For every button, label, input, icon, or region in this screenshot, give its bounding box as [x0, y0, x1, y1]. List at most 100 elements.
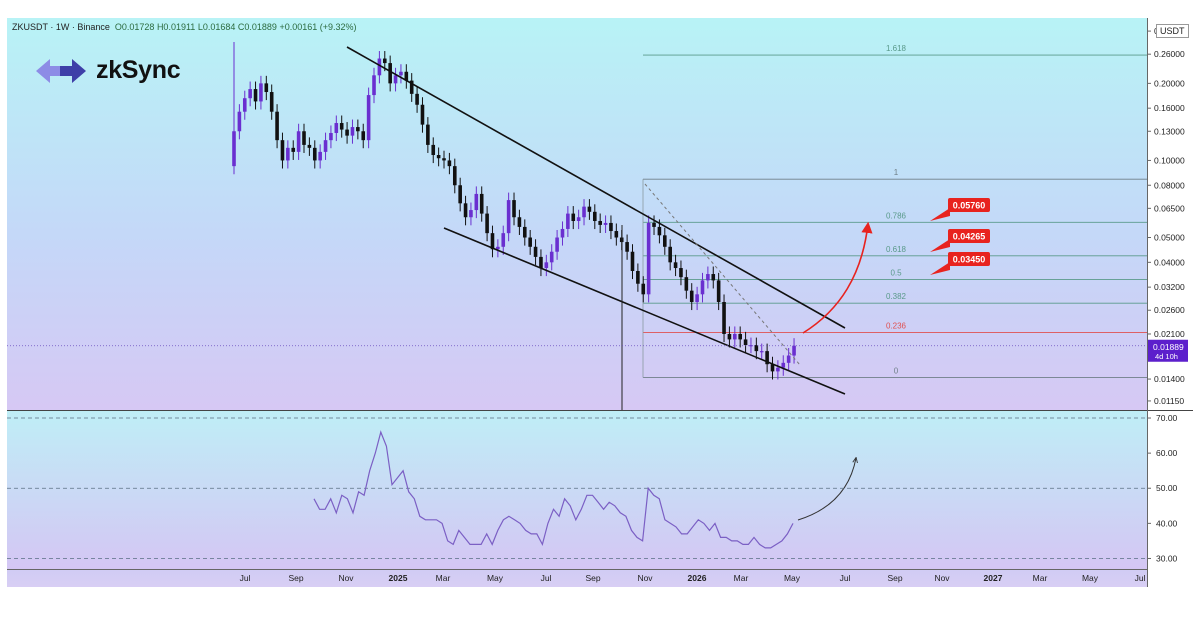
candle-body	[442, 158, 446, 161]
candle-body	[652, 222, 656, 227]
candle-body	[711, 274, 716, 281]
candle-body	[786, 355, 791, 363]
fib-level-label: 0.618	[886, 245, 907, 254]
time-tick-label: Jul	[240, 573, 251, 583]
candle-body	[689, 290, 694, 302]
rsi-tick-label: 60.00	[1156, 448, 1178, 458]
unit-label: USDT	[1156, 24, 1189, 38]
rsi-tick-label: 40.00	[1156, 518, 1178, 528]
candle-body	[436, 155, 441, 159]
symbol-name[interactable]: ZKUSDT · 1W · Binance	[12, 22, 110, 32]
time-tick-label: Mar	[734, 573, 749, 583]
fib-level-label: 0.382	[886, 292, 907, 301]
candle-body	[280, 140, 285, 161]
candle-body	[743, 339, 748, 346]
candle-body	[339, 123, 344, 130]
candle-body	[603, 222, 608, 225]
candle-body	[646, 222, 651, 295]
target-price-label: 0.03450	[953, 255, 986, 265]
zksync-arrows-icon	[36, 58, 86, 83]
candle-body	[458, 185, 462, 204]
price-axis-bg	[1147, 18, 1193, 587]
candle-body	[754, 345, 759, 352]
candle-body	[663, 235, 667, 247]
price-pane	[7, 18, 1147, 410]
time-tick-label: Nov	[934, 573, 950, 583]
price-tick-label: 0.04000	[1154, 257, 1185, 267]
fib-level-label: 0.5	[890, 268, 902, 277]
candle-body	[522, 226, 527, 238]
candle-body	[431, 144, 436, 156]
candle-body	[549, 251, 554, 263]
breakout-arrow	[802, 221, 873, 334]
target-label-pointer	[930, 208, 950, 221]
candle-body	[356, 127, 360, 132]
current-price-value: 0.01889	[1153, 342, 1184, 352]
fib-level-label: 0.786	[886, 211, 907, 220]
target-label-pointer	[930, 262, 950, 275]
candle-body	[684, 277, 689, 291]
time-tick-label: May	[487, 573, 504, 583]
price-tick-label: 0.05000	[1154, 233, 1185, 243]
candle-body	[722, 301, 726, 334]
candle-body	[544, 262, 549, 269]
candle-body	[501, 233, 506, 247]
price-tick-label: 0.20000	[1154, 78, 1185, 88]
candle-body	[237, 111, 242, 132]
candle-body	[474, 193, 479, 211]
candle-body	[506, 200, 511, 234]
channel-lower-line	[443, 227, 846, 395]
time-tick-label: Mar	[436, 573, 451, 583]
candle-body	[463, 203, 468, 218]
candle-body	[286, 147, 290, 161]
candle-body	[716, 280, 721, 302]
candle-body	[733, 333, 737, 340]
price-tick-label: 0.16000	[1154, 103, 1185, 113]
candle-body	[560, 228, 565, 238]
candle-body	[366, 95, 371, 141]
candle-body	[759, 351, 764, 353]
price-tick-label: 0.26000	[1154, 49, 1185, 59]
time-tick-label: 2026	[688, 573, 707, 583]
price-tick-label: 0.02600	[1154, 305, 1185, 315]
price-tick-label: 0.08000	[1154, 180, 1185, 190]
candle-body	[490, 233, 495, 250]
candle-body	[673, 262, 678, 269]
candle-body	[625, 242, 629, 252]
candle-body	[242, 98, 247, 112]
fib-level-label: 1.618	[886, 44, 907, 53]
price-tick-label: 0.10000	[1154, 155, 1185, 165]
candle-body	[388, 63, 392, 84]
candle-body	[598, 221, 602, 225]
candle-body	[765, 351, 769, 365]
candle-body	[539, 256, 543, 269]
candle-body	[587, 206, 592, 212]
candle-body	[232, 131, 236, 167]
candle-body	[576, 217, 581, 222]
low-value: L0.01684	[197, 22, 236, 32]
time-tick-label: Sep	[288, 573, 303, 583]
candle-body	[533, 246, 538, 257]
close-value: C0.01889	[237, 22, 277, 32]
candle-body	[512, 200, 516, 218]
candle-body	[657, 226, 662, 236]
candle-body	[302, 131, 306, 145]
candle-body	[393, 75, 398, 84]
candle-body	[404, 71, 409, 81]
candle-body	[345, 129, 349, 136]
time-tick-label: 2025	[389, 573, 408, 583]
candle-body	[426, 124, 430, 145]
time-tick-label: Sep	[887, 573, 902, 583]
channel-upper-line	[346, 46, 846, 329]
target-price-label: 0.04265	[953, 232, 986, 242]
rsi-tick-label: 30.00	[1156, 553, 1178, 563]
candle-body	[636, 270, 640, 284]
time-tick-label: Sep	[585, 573, 600, 583]
candle-body	[399, 71, 403, 76]
candle-body	[420, 104, 425, 125]
candle-body	[409, 80, 414, 94]
candle-body	[377, 58, 382, 76]
candle-body	[727, 333, 732, 340]
rsi-pane	[7, 411, 1147, 569]
candle-body	[592, 211, 597, 222]
